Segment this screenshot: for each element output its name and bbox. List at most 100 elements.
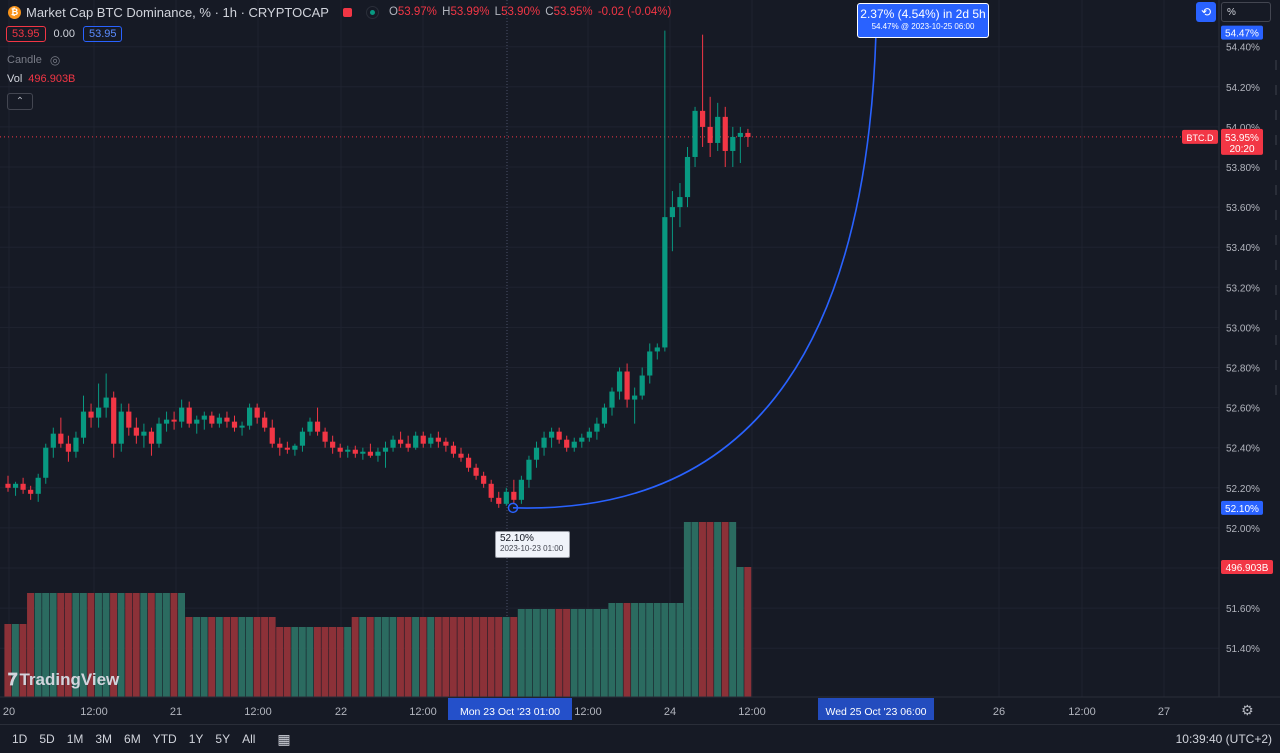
candle-body <box>556 431 562 440</box>
volume-bar <box>306 627 314 697</box>
candle-body <box>345 449 351 452</box>
candle-body <box>435 437 441 442</box>
range-1d-button[interactable]: 1D <box>12 732 28 746</box>
gear-icon[interactable]: ⚙ <box>1241 702 1254 718</box>
range-5d-button[interactable]: 5D <box>39 732 55 746</box>
candle-body <box>284 447 290 450</box>
volume-bar <box>646 603 654 697</box>
candle-body <box>58 433 64 444</box>
candle-body <box>737 132 743 137</box>
measure-label: 2.37% (4.54%) in 2d 5h 54.47% @ 2023-10-… <box>857 3 989 38</box>
volume-bar <box>381 617 389 697</box>
volume-bar <box>140 593 148 697</box>
market-status-icon[interactable] <box>342 7 352 17</box>
volume-bar <box>570 609 578 697</box>
volume-bar <box>193 617 201 697</box>
volume-bar <box>200 617 208 697</box>
candle-body <box>186 407 192 424</box>
calendar-icon[interactable]: ▦ <box>277 730 291 747</box>
volume-bar <box>329 627 336 697</box>
x-tick-label: 21 <box>170 706 182 718</box>
range-ytd-button[interactable]: YTD <box>152 732 177 746</box>
countdown-label: 20:20 <box>1229 144 1254 155</box>
volume-legend[interactable]: Vol 496.903B <box>7 73 76 85</box>
auto-scale-button[interactable]: ⟲ <box>1196 2 1216 22</box>
candle-body <box>322 431 328 442</box>
volume-bar <box>170 593 178 697</box>
volume-bar <box>351 617 359 697</box>
percent-scale-button[interactable]: % <box>1221 2 1271 22</box>
scale-scroll-mark <box>1275 185 1277 195</box>
candle-body <box>730 136 736 151</box>
candle-body <box>405 443 411 448</box>
scale-scroll-mark <box>1275 360 1277 370</box>
volume-bar <box>117 593 125 697</box>
range-3m-button[interactable]: 3M <box>95 732 113 746</box>
volume-bar <box>532 609 540 697</box>
volume-bar <box>457 617 465 697</box>
candle-body <box>73 437 79 452</box>
candle-legend[interactable]: Candle ◎ <box>7 53 61 67</box>
range-5y-button[interactable]: 5Y <box>215 732 231 746</box>
scale-scroll-mark <box>1275 310 1277 320</box>
candle-body <box>420 435 426 444</box>
volume-bar <box>608 603 616 697</box>
candle-body <box>216 417 222 424</box>
volume-bar <box>72 593 80 697</box>
candle-body <box>624 371 630 400</box>
candle-body <box>609 391 615 408</box>
volume-bar <box>691 522 699 697</box>
scale-scroll-mark <box>1275 85 1277 95</box>
volume-bar <box>87 593 95 697</box>
volume-bar <box>676 603 684 697</box>
y-tick-label: 54.40% <box>1226 43 1260 54</box>
volume-bar <box>434 617 442 697</box>
candle-body <box>141 431 147 436</box>
collapse-legend-button[interactable]: ⌃ <box>7 93 33 110</box>
volume-bar <box>578 609 586 697</box>
clock-readout[interactable]: 10:39:40 (UTC+2) <box>1175 732 1272 746</box>
x-tick-label: 12:00 <box>409 706 437 718</box>
range-1m-button[interactable]: 1M <box>66 732 84 746</box>
volume-bar <box>95 593 102 697</box>
range-6m-button[interactable]: 6M <box>124 732 141 746</box>
data-status-icon[interactable] <box>365 5 379 19</box>
bid-value[interactable]: 53.95 <box>6 26 46 42</box>
volume-bar <box>389 617 397 697</box>
candle-body <box>88 411 94 418</box>
range-1y-button[interactable]: 1Y <box>188 732 204 746</box>
volume-bar <box>563 609 571 697</box>
candle-body <box>262 417 268 428</box>
eye-hidden-icon[interactable]: ◎ <box>49 53 61 67</box>
volume-bar <box>487 617 495 697</box>
candle-body <box>292 445 298 450</box>
volume-bar <box>615 603 623 697</box>
symbol-title[interactable]: Market Cap BTC Dominance, % · 1h · CRYPT… <box>26 4 329 20</box>
volume-bar <box>555 609 563 697</box>
candle-body <box>707 126 713 143</box>
volume-bar <box>4 624 12 697</box>
volume-bar <box>79 593 87 697</box>
tradingview-logo[interactable]: 𝟕 TradingView <box>8 670 120 689</box>
candle-body <box>231 421 238 428</box>
candle-body <box>443 441 449 446</box>
range-all-button[interactable]: All <box>242 732 256 746</box>
top-marker-label: 54.47% <box>1225 29 1259 40</box>
volume-bar <box>661 603 669 697</box>
ask-value[interactable]: 53.95 <box>82 26 123 42</box>
scale-scroll-mark <box>1275 260 1277 270</box>
bitcoin-icon: ₿ <box>8 5 21 19</box>
volume-bar <box>623 603 631 697</box>
candle-body <box>43 447 49 478</box>
y-tick-label: 53.00% <box>1226 323 1260 334</box>
spread-value: 0.00 <box>53 28 75 40</box>
volume-bar <box>102 593 110 697</box>
y-tick-label: 53.60% <box>1226 203 1260 214</box>
candle-body <box>35 477 41 494</box>
candle-body <box>239 425 245 428</box>
x-highlight-start <box>448 698 572 720</box>
scale-scroll-mark <box>1275 160 1277 170</box>
volume-bar <box>49 593 57 697</box>
volume-bar <box>653 603 661 697</box>
